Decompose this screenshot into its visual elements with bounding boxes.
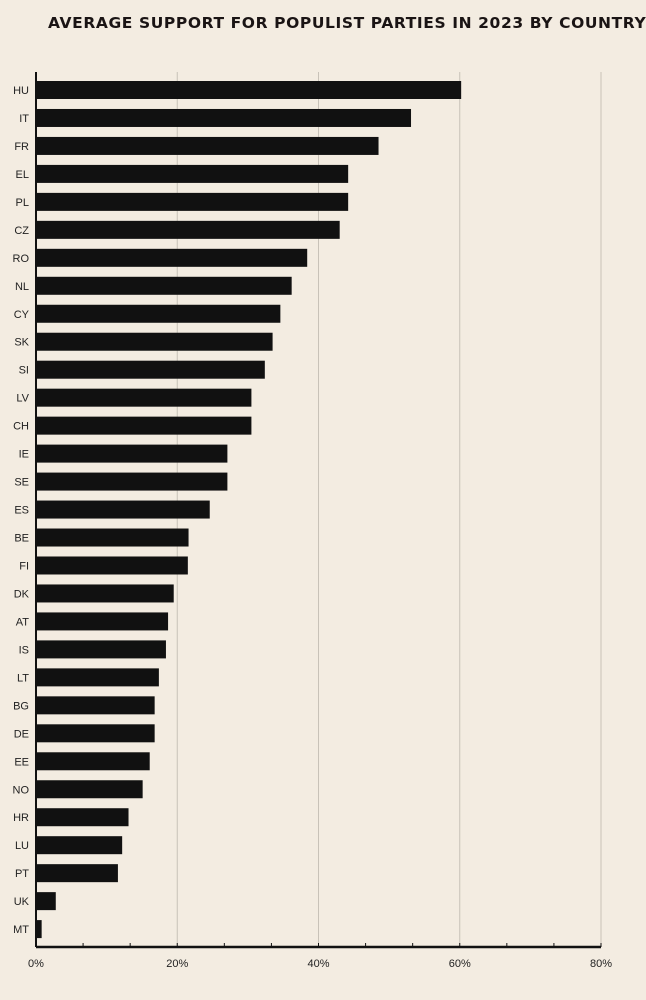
bar-bg [36, 696, 155, 715]
y-tick-label: FR [14, 141, 29, 153]
bar-cy [36, 304, 281, 323]
bar-ie [36, 444, 228, 463]
y-tick-label: LV [16, 393, 29, 405]
y-tick-label: LU [15, 840, 29, 852]
x-tick-label: 60% [449, 958, 471, 970]
bar-be [36, 528, 189, 547]
y-tick-label: SE [14, 477, 29, 489]
y-tick-label: DK [14, 588, 30, 600]
y-tick-label: EE [14, 756, 29, 768]
y-tick-label: ES [14, 505, 29, 517]
bar-hu [36, 81, 462, 99]
y-tick-label: CH [13, 421, 29, 433]
bar-lv [36, 388, 252, 407]
bar-no [36, 780, 143, 799]
y-tick-label: SK [14, 337, 29, 349]
bar-lu [36, 836, 123, 855]
y-tick-label: BG [13, 700, 29, 712]
bar-at [36, 612, 169, 631]
bar-si [36, 360, 265, 379]
y-tick-label: FI [19, 560, 29, 572]
y-tick-label: HU [13, 85, 29, 97]
bar-de [36, 724, 155, 743]
y-tick-label: HR [13, 812, 29, 824]
bar-fi [36, 556, 188, 575]
y-tick-label: IE [19, 449, 29, 461]
y-tick-label: LT [17, 672, 29, 684]
y-tick-label: NO [13, 784, 30, 796]
y-tick-label: AT [16, 616, 30, 628]
bar-dk [36, 584, 174, 603]
y-tick-label: SI [19, 365, 29, 377]
y-tick-label: UK [14, 896, 30, 908]
bar-fr [36, 136, 379, 155]
y-tick-label: BE [14, 533, 29, 545]
bar-pl [36, 192, 349, 211]
y-tick-label: IS [19, 644, 29, 656]
y-tick-label: MT [13, 924, 29, 936]
y-tick-label: NL [15, 281, 29, 293]
bar-pt [36, 864, 118, 883]
bar-es [36, 500, 210, 519]
x-tick-label: 20% [166, 958, 188, 970]
bar-uk [36, 892, 56, 911]
y-tick-label: RO [13, 253, 30, 265]
y-tick-label: CZ [14, 225, 29, 237]
x-tick-label: 0% [28, 958, 44, 970]
bar-lt [36, 668, 159, 687]
y-tick-label: PL [16, 197, 29, 209]
bar-el [36, 164, 349, 183]
x-tick-label: 40% [307, 958, 329, 970]
bar-mt [36, 920, 42, 939]
bar-it [36, 108, 412, 127]
bar-is [36, 640, 166, 659]
bar-cz [36, 220, 340, 239]
y-tick-label: IT [19, 113, 29, 125]
x-tick-label: 80% [590, 958, 612, 970]
bar-ro [36, 248, 308, 267]
y-tick-label: PT [15, 868, 29, 880]
bar-hr [36, 808, 129, 827]
chart-title: AVERAGE SUPPORT FOR POPULIST PARTIES IN … [48, 14, 646, 32]
bar-nl [36, 276, 292, 295]
bar-sk [36, 332, 273, 351]
y-tick-label: CY [14, 309, 30, 321]
y-tick-label: EL [16, 169, 29, 181]
bar-se [36, 472, 228, 491]
y-tick-label: DE [14, 728, 29, 740]
bar-ee [36, 752, 150, 771]
bar-ch [36, 416, 252, 435]
